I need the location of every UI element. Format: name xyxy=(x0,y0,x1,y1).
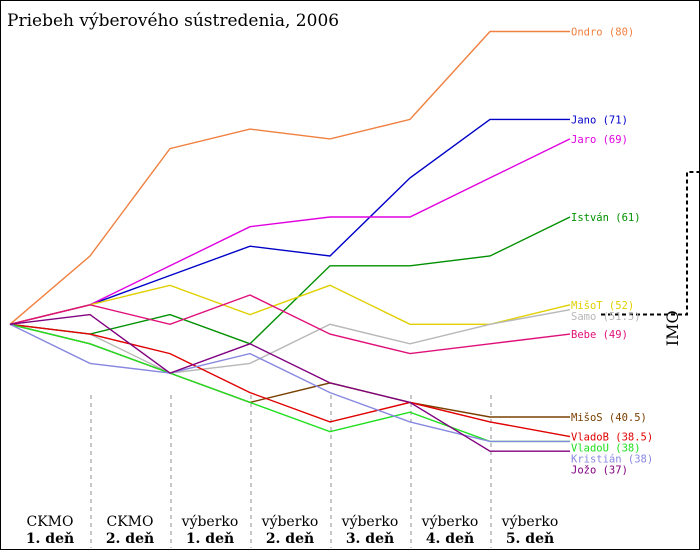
imo-bracket xyxy=(601,171,700,316)
series-label-mišos: MišoS (40.5) xyxy=(571,412,647,424)
stage-label-line1: výberko xyxy=(421,513,479,530)
series-lines xyxy=(9,30,571,452)
stage-separators xyxy=(90,395,492,548)
series-line-mišot xyxy=(9,284,571,325)
series-end-labels: Ondro (80) Jano (71) Jaro (69) István (61) M… xyxy=(571,27,653,477)
imo-cutoff-marker: IMO xyxy=(601,171,700,346)
stage-label-line2: 1. deň xyxy=(26,531,74,547)
imo-label: IMO xyxy=(663,310,682,346)
series-label-vladou: VladoU (38) xyxy=(571,443,641,455)
stage-label-line2: 3. deň xyxy=(346,531,394,547)
stage-label-line1: výberko xyxy=(181,513,239,530)
series-label-ondro: Ondro (80) xyxy=(571,27,634,39)
series-line-jano xyxy=(9,118,570,325)
series-label-kristián: Kristián (38) xyxy=(571,454,653,466)
series-line-jožo xyxy=(9,313,570,452)
series-label-vladob: VladoB (38.5) xyxy=(571,432,653,444)
series-line-kristián xyxy=(9,323,570,443)
stage-label-line2: 2. deň xyxy=(266,531,314,547)
series-line-samo xyxy=(9,309,571,374)
series-line-ondro xyxy=(9,30,570,325)
stage-label-line1: výberko xyxy=(501,513,559,530)
series-label-mišot: MišoT (52) xyxy=(571,300,634,312)
stage-label-line2: 4. deň xyxy=(426,531,474,547)
series-line-vladou xyxy=(9,323,570,443)
stage-label-line1: CKMO xyxy=(107,514,154,530)
stage-label-line2: 1. deň xyxy=(186,531,234,547)
stage-label-line1: výberko xyxy=(341,513,399,530)
stage-label-line1: výberko xyxy=(261,513,319,530)
series-line-istván xyxy=(9,216,571,345)
series-label-jožo: Jožo (37) xyxy=(571,465,628,477)
stage-label-line2: 5. deň xyxy=(506,531,554,547)
series-label-jano: Jano (71) xyxy=(571,114,628,126)
chart-title: Priebeh výberového sústredenia, 2006 xyxy=(7,11,339,31)
series-line-mišos xyxy=(9,323,570,418)
stage-label-line2: 2. deň xyxy=(106,531,154,547)
series-label-samo: Samo (51.5) xyxy=(571,311,641,323)
series-label-bebe: Bebe (49) xyxy=(571,329,628,341)
series-label-jaro: Jaro (69) xyxy=(571,134,628,146)
series-line-jaro xyxy=(9,138,571,325)
series-line-vladob xyxy=(9,323,571,438)
series-label-istván: István (61) xyxy=(571,212,641,224)
stage-label-line1: CKMO xyxy=(27,514,74,530)
series-line-bebe xyxy=(9,294,571,355)
